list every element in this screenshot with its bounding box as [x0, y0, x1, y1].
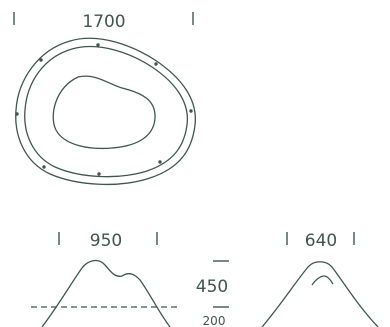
anchor-point	[154, 62, 158, 66]
pool-inner-rim	[24, 45, 189, 178]
anchor-point	[15, 112, 19, 116]
anchor-point	[39, 58, 43, 62]
front-view: 950 450 200	[31, 231, 229, 327]
side-view-profile	[261, 261, 379, 327]
anchor-point	[96, 43, 100, 47]
top-view-width-label: 1700	[82, 12, 125, 32]
anchor-point	[97, 172, 101, 176]
front-view-profile	[41, 259, 171, 327]
anchor-point	[42, 165, 46, 169]
anchor-point	[189, 109, 193, 113]
front-view-depth-label: 200	[203, 314, 226, 327]
pool-outer-rim	[15, 37, 196, 186]
anchor-point	[158, 160, 162, 164]
side-view: 640	[261, 231, 379, 327]
side-view-width-label: 640	[305, 231, 337, 251]
top-view: 1700	[13, 12, 196, 186]
pool-inner-basin	[52, 75, 156, 150]
front-view-width-label: 950	[90, 231, 122, 251]
front-view-height-label: 450	[196, 277, 228, 297]
side-view-inner-arc	[311, 275, 334, 286]
